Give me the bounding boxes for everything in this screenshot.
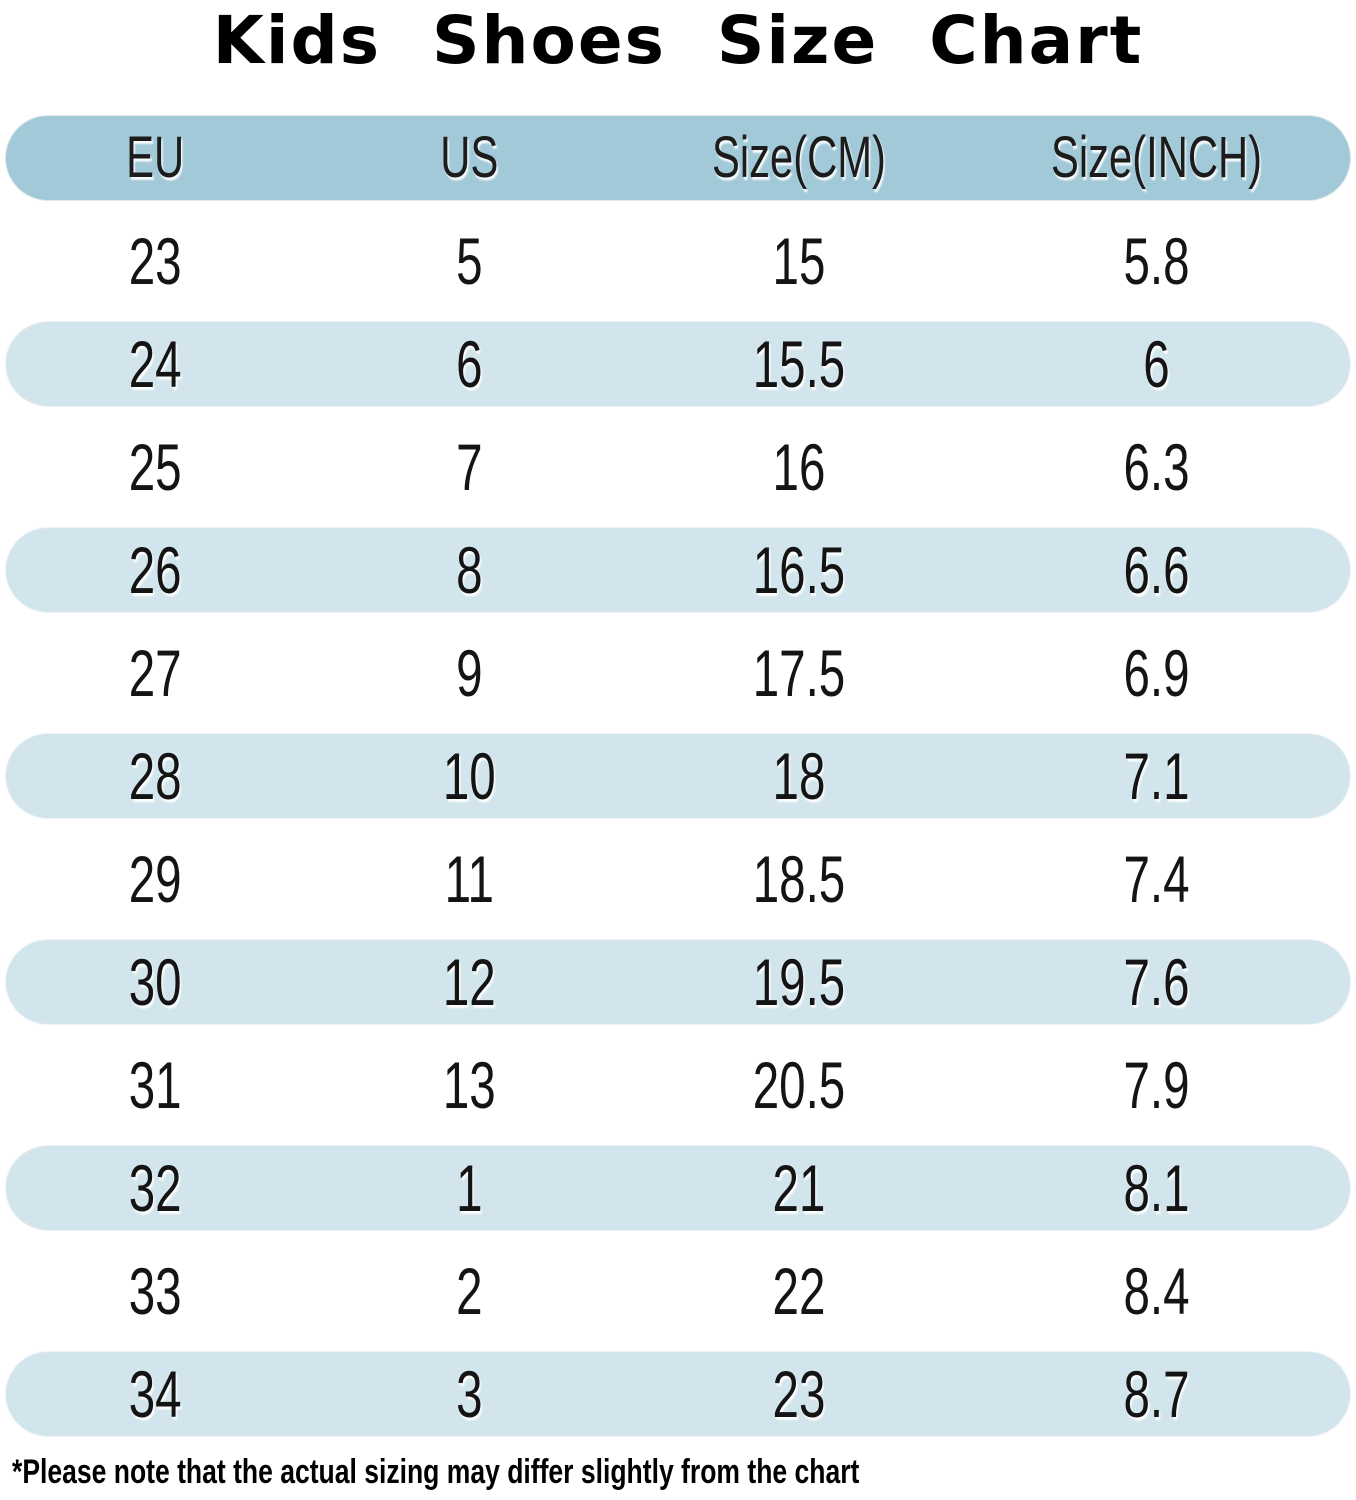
cell-cm: 18 <box>772 739 826 813</box>
table-row: 29 11 18.5 7.4 <box>6 837 1350 921</box>
cell-cm: 16 <box>772 430 826 504</box>
cell-us: 11 <box>444 842 495 916</box>
cell-cm: 20.5 <box>752 1048 846 1122</box>
cell-inch: 7.9 <box>1123 1048 1190 1122</box>
table-row: 30 12 19.5 7.6 <box>6 940 1350 1024</box>
cell-inch: 8.1 <box>1123 1151 1190 1225</box>
cell-cm: 21 <box>772 1151 826 1225</box>
cell-eu: 27 <box>128 636 182 710</box>
cell-eu: 34 <box>128 1357 182 1431</box>
cell-cm: 23 <box>772 1357 826 1431</box>
cell-us: 12 <box>443 945 497 1019</box>
cell-eu: 33 <box>128 1254 182 1328</box>
table-row: 31 13 20.5 7.9 <box>6 1043 1350 1127</box>
table-row: 27 9 17.5 6.9 <box>6 631 1350 715</box>
size-chart-table: EU US Size(CM) Size(INCH) 23 5 15 5.8 24… <box>0 112 1356 1436</box>
table-row: 34 3 23 8.7 <box>6 1352 1350 1436</box>
cell-inch: 7.1 <box>1123 739 1190 813</box>
header-cell-eu: EU <box>126 125 185 190</box>
cell-eu: 32 <box>128 1151 182 1225</box>
cell-cm: 16.5 <box>752 533 846 607</box>
cell-inch: 5.8 <box>1123 224 1190 298</box>
header-cell-us: US <box>440 125 499 190</box>
cell-inch: 6.3 <box>1123 430 1190 504</box>
cell-us: 1 <box>456 1151 483 1225</box>
cell-inch: 7.4 <box>1123 842 1190 916</box>
table-row: 23 5 15 5.8 <box>6 219 1350 303</box>
cell-us: 3 <box>456 1357 483 1431</box>
table-row: 33 2 22 8.4 <box>6 1249 1350 1333</box>
cell-eu: 26 <box>128 533 182 607</box>
table-row: 32 1 21 8.1 <box>6 1146 1350 1230</box>
cell-inch: 7.6 <box>1123 945 1190 1019</box>
cell-cm: 15.5 <box>752 327 846 401</box>
cell-inch: 6.9 <box>1123 636 1190 710</box>
cell-us: 13 <box>443 1048 497 1122</box>
table-row: 25 7 16 6.3 <box>6 425 1350 509</box>
cell-eu: 29 <box>128 842 182 916</box>
table-row: 24 6 15.5 6 <box>6 322 1350 406</box>
cell-cm: 18.5 <box>752 842 846 916</box>
header-cell-inch: Size(INCH) <box>1050 125 1262 190</box>
header-cell-cm: Size(CM) <box>711 125 886 190</box>
cell-us: 8 <box>456 533 483 607</box>
cell-eu: 25 <box>128 430 182 504</box>
cell-inch: 6 <box>1143 327 1170 401</box>
cell-us: 5 <box>456 224 483 298</box>
cell-eu: 28 <box>128 739 182 813</box>
table-row: 28 10 18 7.1 <box>6 734 1350 818</box>
cell-eu: 31 <box>128 1048 182 1122</box>
cell-us: 9 <box>456 636 483 710</box>
cell-eu: 24 <box>128 327 182 401</box>
cell-us: 10 <box>443 739 497 813</box>
footnote: *Please note that the actual sizing may … <box>12 1453 860 1491</box>
cell-cm: 22 <box>772 1254 826 1328</box>
cell-cm: 15 <box>772 224 826 298</box>
cell-eu: 23 <box>128 224 182 298</box>
cell-inch: 8.7 <box>1123 1357 1190 1431</box>
cell-eu: 30 <box>128 945 182 1019</box>
table-row: 26 8 16.5 6.6 <box>6 528 1350 612</box>
page-title: Kids Shoes Size Chart <box>212 2 1144 79</box>
cell-us: 6 <box>456 327 483 401</box>
cell-cm: 17.5 <box>752 636 846 710</box>
cell-us: 7 <box>456 430 483 504</box>
cell-inch: 6.6 <box>1123 533 1190 607</box>
cell-cm: 19.5 <box>752 945 846 1019</box>
cell-us: 2 <box>456 1254 483 1328</box>
table-body: 23 5 15 5.8 24 6 15.5 6 25 7 16 6.3 26 8… <box>0 219 1356 1436</box>
cell-inch: 8.4 <box>1123 1254 1190 1328</box>
table-header-row: EU US Size(CM) Size(INCH) <box>6 116 1350 200</box>
